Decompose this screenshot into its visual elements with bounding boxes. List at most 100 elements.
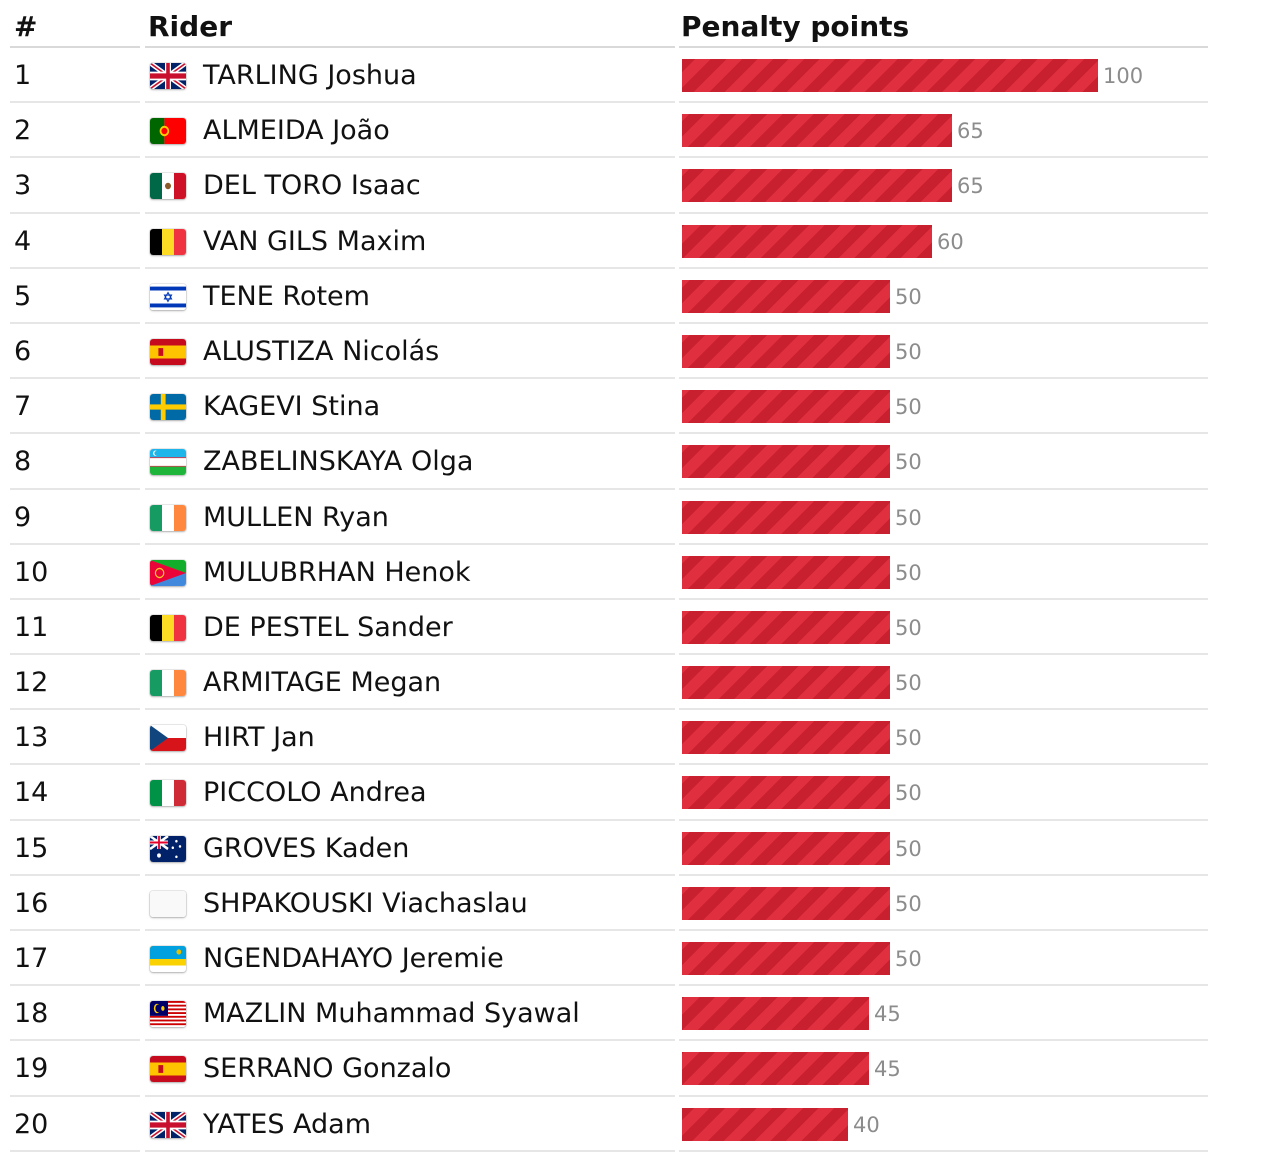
- row-divider: [10, 266, 140, 269]
- table-row: 13 HIRT Jan 50: [0, 710, 1210, 766]
- row-divider: [679, 653, 1208, 656]
- row-divider: [145, 929, 675, 931]
- rider-name[interactable]: HIRT Jan: [203, 722, 315, 754]
- penalty-bar: [682, 224, 932, 258]
- table-row: 6 ALUSTIZA Nicolás 50: [0, 324, 1210, 380]
- rider-name[interactable]: SERRANO Gonzalo: [203, 1053, 452, 1085]
- rider-name[interactable]: ZABELINSKAYA Olga: [203, 446, 474, 478]
- ranking-table-body: 1 TARLING Joshua 100 2 ALMEIDA João 65 3 DEL TO…: [0, 48, 1210, 1152]
- rider-name[interactable]: TENE Rotem: [203, 280, 370, 312]
- rank-label: 15: [14, 832, 49, 864]
- table-row: 8 ZABELINSKAYA Olga 50: [0, 434, 1210, 490]
- table-row: 7 KAGEVI Stina 50: [0, 379, 1210, 435]
- flag-be-icon: [150, 228, 186, 255]
- row-divider: [679, 432, 1208, 435]
- penalty-bar: [682, 279, 890, 313]
- row-divider: [145, 542, 675, 545]
- flag-my-icon: [150, 1001, 186, 1028]
- rider-name[interactable]: DE PESTEL Sander: [203, 611, 453, 643]
- table-row: 10 MULUBRHAN Henok 50: [0, 545, 1210, 600]
- rider-name[interactable]: YATES Adam: [203, 1108, 372, 1140]
- row-divider: [145, 1149, 675, 1152]
- row-divider: [145, 653, 675, 656]
- rider-name[interactable]: PICCOLO Andrea: [203, 777, 427, 809]
- rider-name[interactable]: ARMITAGE Megan: [203, 667, 442, 699]
- rider-name[interactable]: MULLEN Ryan: [203, 501, 389, 533]
- penalty-value-label: 65: [957, 174, 984, 199]
- flag-pt-icon: [150, 118, 186, 145]
- row-divider: [145, 597, 675, 600]
- rank-label: 20: [14, 1108, 49, 1140]
- row-divider: [10, 1039, 140, 1042]
- row-divider: [10, 708, 140, 711]
- rank-label: 7: [14, 391, 32, 423]
- penalty-value-label: 50: [895, 947, 922, 971]
- row-divider: [10, 156, 140, 159]
- rank-label: 14: [14, 777, 49, 809]
- penalty-value-label: 60: [937, 229, 964, 254]
- row-divider: [679, 377, 1208, 380]
- rider-name[interactable]: NGENDAHAYO Jeremie: [203, 943, 504, 974]
- flag-au-icon: [150, 835, 186, 862]
- rank-label: 5: [14, 280, 32, 312]
- table-row: 3 DEL TORO Isaac 65: [0, 158, 1210, 214]
- row-divider: [679, 1094, 1208, 1097]
- flag-be-icon: [150, 614, 186, 641]
- rider-name[interactable]: TARLING Joshua: [203, 60, 417, 91]
- rank-label: 1: [14, 60, 32, 91]
- header-divider: [679, 46, 1208, 48]
- rider-name[interactable]: ALUSTIZA Nicolás: [203, 335, 440, 367]
- header-divider: [145, 46, 675, 48]
- row-divider: [10, 873, 140, 876]
- rank-label: 12: [14, 667, 49, 699]
- rider-name[interactable]: KAGEVI Stina: [203, 391, 381, 423]
- penalty-value-label: 50: [895, 671, 922, 696]
- row-divider: [679, 266, 1208, 269]
- rank-label: 10: [14, 556, 49, 588]
- flag-rw-icon: [150, 946, 186, 972]
- rider-name[interactable]: GROVES Kaden: [203, 832, 410, 864]
- row-divider: [679, 1149, 1208, 1152]
- row-divider: [679, 156, 1208, 159]
- table-row: 5 TENE Rotem 50: [0, 269, 1210, 324]
- row-divider: [679, 321, 1208, 324]
- rank-label: 8: [14, 446, 32, 478]
- rider-name[interactable]: DEL TORO Isaac: [203, 170, 421, 202]
- row-divider: [10, 321, 140, 324]
- flag-es-icon: [150, 338, 186, 365]
- rank-label: 11: [14, 611, 49, 643]
- penalty-value-label: 40: [853, 1112, 880, 1137]
- penalty-bar: [682, 169, 952, 203]
- table-row: 4 VAN GILS Maxim 60: [0, 214, 1210, 269]
- rider-name[interactable]: VAN GILS Maxim: [203, 225, 427, 257]
- penalty-value-label: 65: [957, 119, 984, 144]
- penalty-bar: [682, 886, 890, 920]
- rank-label: 18: [14, 998, 49, 1030]
- penalty-value-label: 50: [895, 891, 922, 916]
- row-divider: [679, 542, 1208, 545]
- table-row: 9 MULLEN Ryan 50: [0, 490, 1210, 545]
- penalty-value-label: 45: [874, 1002, 901, 1027]
- rider-name[interactable]: SHPAKOUSKI Viachaslau: [203, 887, 528, 919]
- table-row: 16 SHPAKOUSKI Viachaslau 50: [0, 876, 1210, 931]
- rider-name[interactable]: MULUBRHAN Henok: [203, 556, 471, 588]
- row-divider: [679, 763, 1208, 766]
- penalty-bar: [682, 555, 890, 589]
- table-header: # Rider Penalty points: [0, 0, 1210, 48]
- penalty-bar: [682, 445, 890, 479]
- penalty-bar: [682, 721, 890, 755]
- penalty-value-label: 50: [895, 726, 922, 751]
- flag-uz-icon: [150, 449, 186, 476]
- row-divider: [679, 597, 1208, 600]
- row-divider: [145, 763, 675, 766]
- rank-label: 6: [14, 335, 32, 367]
- row-divider: [10, 929, 140, 931]
- rider-name[interactable]: MAZLIN Muhammad Syawal: [203, 998, 580, 1030]
- row-divider: [10, 597, 140, 600]
- penalty-value-label: 50: [895, 395, 922, 420]
- rider-name[interactable]: ALMEIDA João: [203, 115, 390, 147]
- row-divider: [679, 487, 1208, 490]
- row-divider: [145, 487, 675, 490]
- rank-label: 3: [14, 170, 32, 202]
- row-divider: [145, 873, 675, 876]
